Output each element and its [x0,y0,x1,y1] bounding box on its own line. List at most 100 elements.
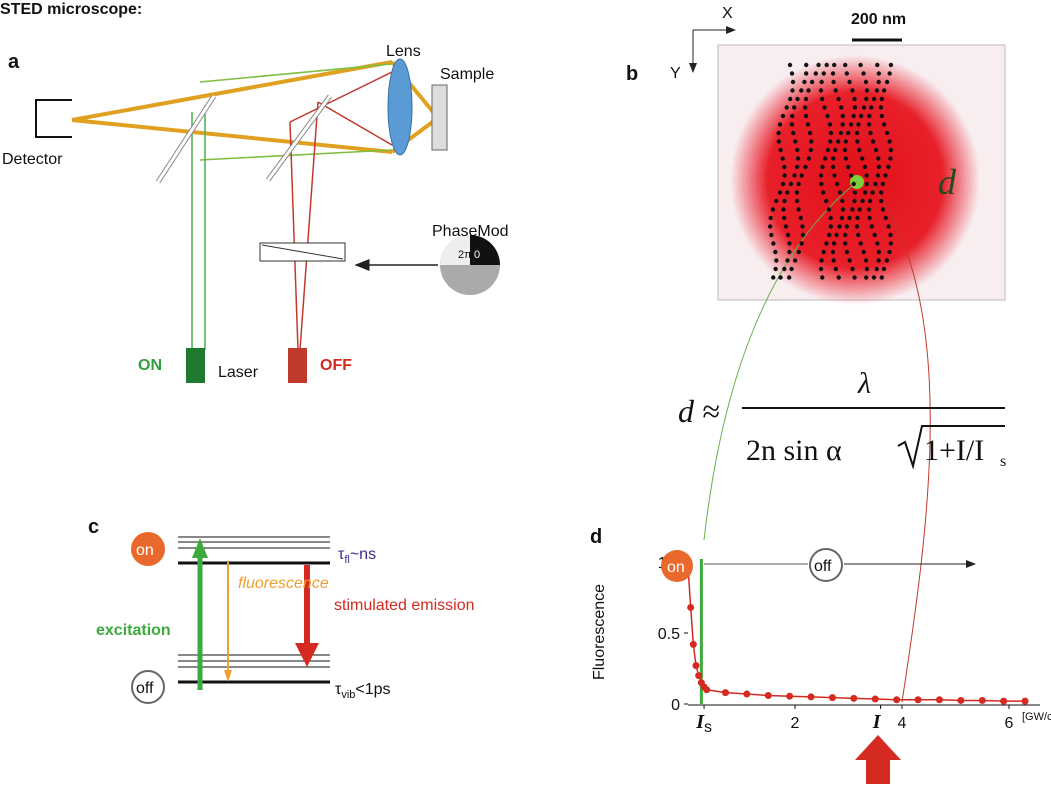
phase-label: 2π [458,249,472,261]
molecule-dot [827,232,832,238]
energy-level [178,536,330,668]
molecule-dot [858,62,863,68]
molecule-dot [809,139,814,144]
data-point [914,696,922,704]
molecule-dot [861,71,866,76]
molecule-dot [774,258,779,263]
sample-label: Sample [440,66,494,83]
sqrt [897,425,1005,470]
molecule-dot [787,241,792,246]
molecule-dot [863,79,869,85]
lens-label: Lens [386,43,421,60]
molecule-dot [840,113,846,119]
molecule-dot [790,113,795,119]
off-state [809,548,843,582]
molecule-dot [862,164,868,170]
molecule-dot [821,190,826,195]
panel-c: c on off τfl~ns fluorescence stimulated … [88,516,475,704]
molecule-dot [777,122,783,127]
molecule-dot [873,181,878,187]
molecule-dot [792,173,797,178]
molecule-dot [859,156,865,161]
molecule-dot [828,224,834,229]
data-point [807,693,815,701]
molecule-dot [837,190,843,195]
figure-title: STED microscope: [0,1,142,18]
data-point [764,691,772,699]
molecule-dot [769,232,774,238]
molecule-dot [874,88,880,93]
molecule-dot [822,156,828,161]
off-label: OFF [320,357,352,374]
molecule-dot [832,173,837,178]
molecule-dot [808,147,814,153]
molecule-dot [875,173,881,178]
molecule-dot [832,62,837,68]
molecule-dot [847,258,852,263]
data-point [743,690,751,698]
data-point [689,640,697,648]
molecule-dot [781,207,786,212]
formula-sub: s [1000,453,1006,470]
molecule-dot [768,215,773,221]
molecule-dot [787,249,792,255]
molecule-dot [792,258,798,263]
data-point [692,662,700,670]
off-state [131,670,165,704]
molecule-dot [796,181,801,187]
x-tick-label: I [695,711,705,733]
molecule-dot [876,79,881,85]
molecule-dot [845,130,851,136]
molecule-dot [825,113,830,119]
molecule-dot [828,215,833,221]
molecule-dot [875,62,880,68]
molecule-dot [869,105,874,110]
molecule-dot [850,266,855,272]
detector [35,99,72,138]
molecule-dot [847,215,852,221]
beam [199,63,393,161]
data-point [687,603,695,611]
molecule-dot [793,139,798,144]
molecule-dot [844,71,850,76]
fluorescence-label: fluorescence [238,575,329,592]
molecule-dot [778,275,783,280]
phase-mask [470,235,500,265]
molecule-dot [864,181,870,187]
molecule-dot [790,88,795,93]
fluorescence-line [687,566,1026,702]
molecule-dot [840,122,845,127]
molecule-dot [888,232,893,238]
tau: τ [335,681,342,698]
x-axis-label: X [722,5,733,22]
molecule-dot [828,139,833,144]
data-point [1021,697,1029,705]
molecule-dot [831,156,836,161]
mirror [156,95,216,183]
tau-fl: τfl~ns [338,546,376,566]
molecule-dot [852,275,857,280]
molecule-dot [855,215,860,221]
molecule-dot [819,79,824,85]
molecule-dot [823,198,829,204]
molecule-dot [835,139,841,144]
molecule-dot [799,241,804,246]
molecule-dot [863,190,868,195]
molecule-dot [884,258,890,263]
molecule-dot [879,275,884,280]
molecule-dot [886,224,891,229]
molecule-dot [795,147,800,153]
molecule-dot [782,198,787,204]
connector [869,181,931,703]
molecule-dot [840,207,846,212]
on-label: on [136,542,154,559]
molecule-dot [866,207,872,212]
molecule-dot [786,275,792,280]
molecule-dot [804,62,809,68]
molecule-dot [843,156,849,161]
phase-plate [261,244,344,260]
molecule-dot [884,130,890,136]
data-point [695,672,703,680]
molecule-dot [856,232,861,238]
